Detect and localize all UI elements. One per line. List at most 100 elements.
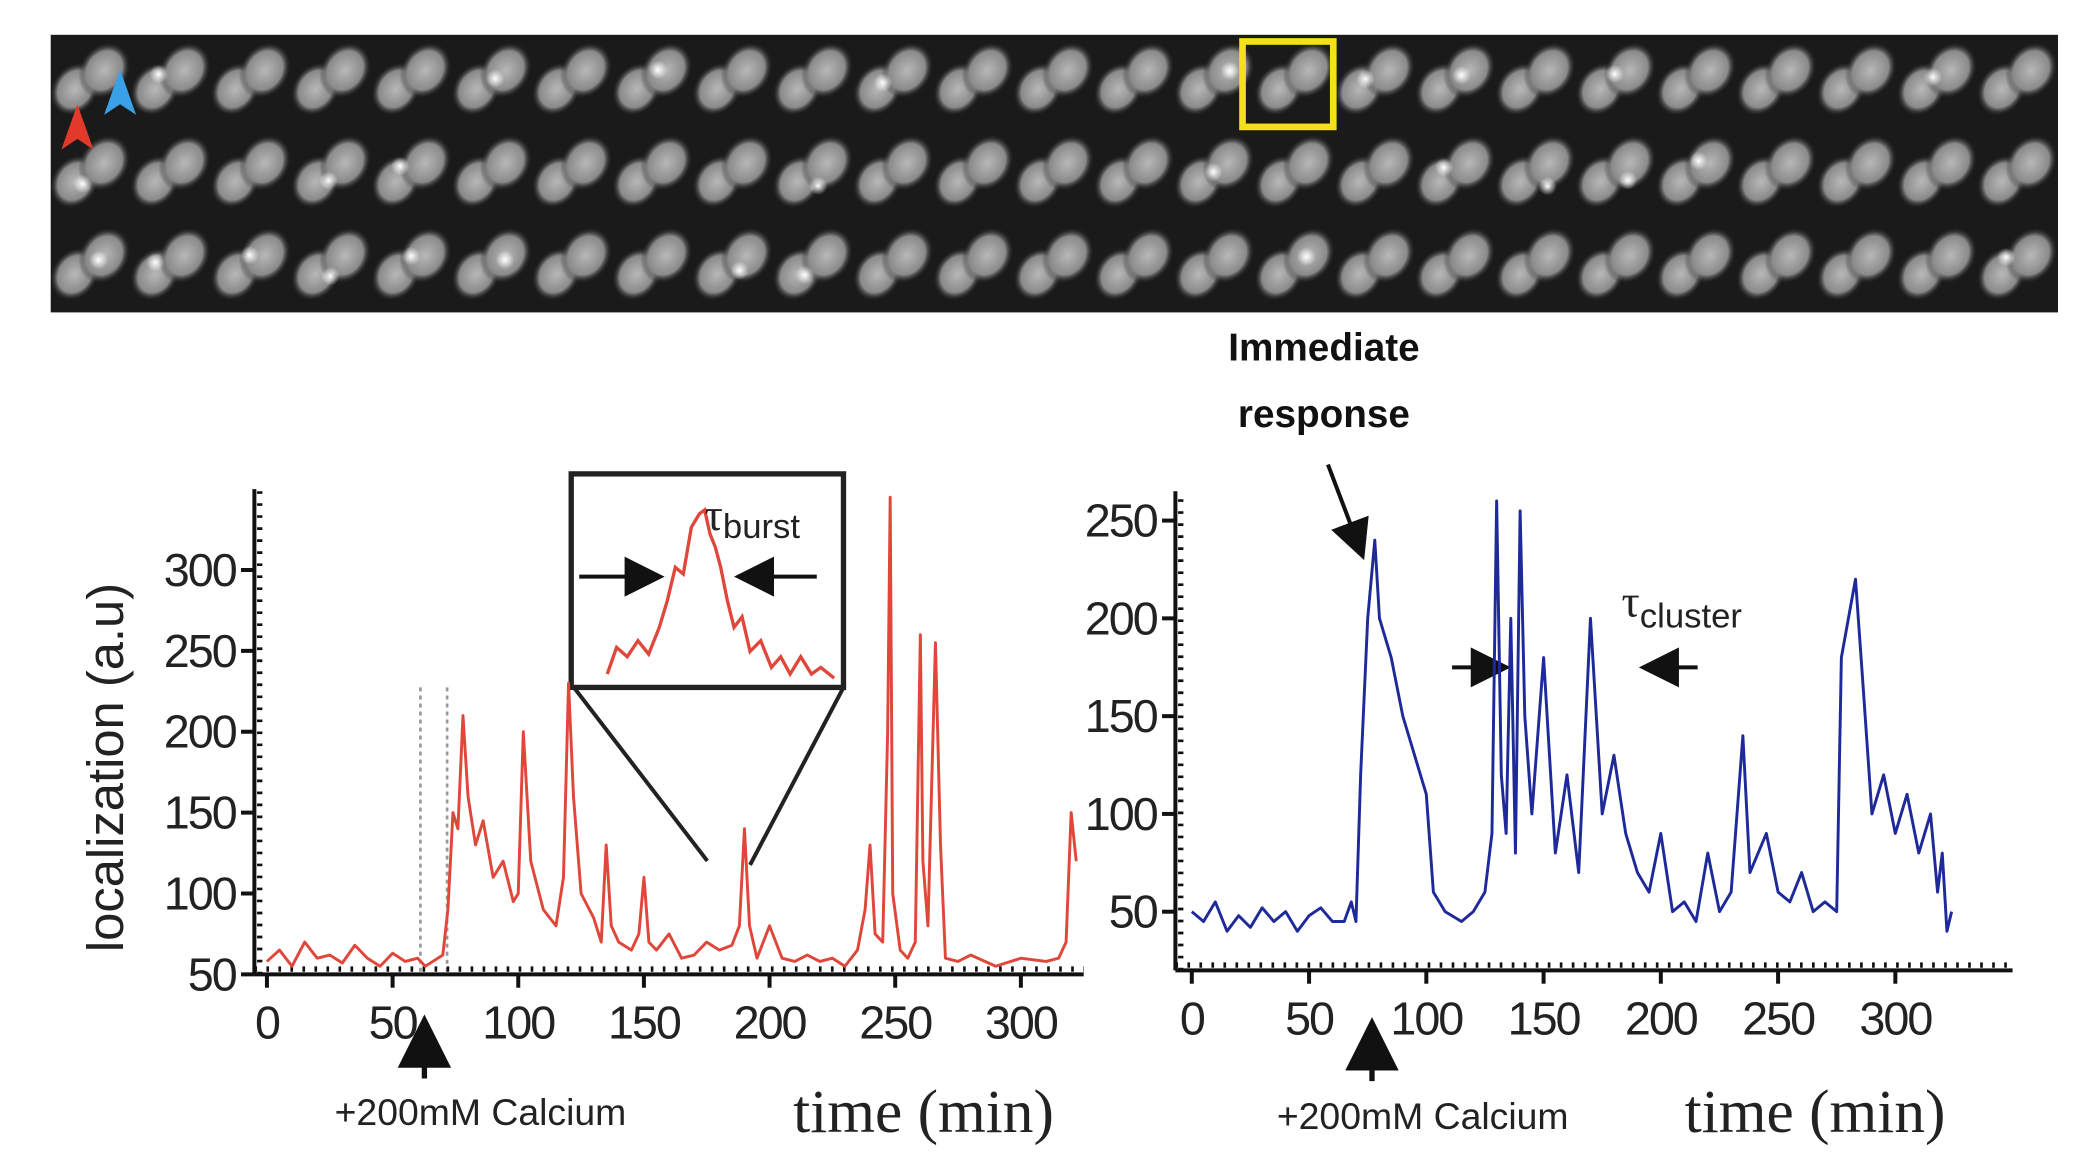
cell <box>1362 135 1415 191</box>
bright-spot <box>873 73 893 93</box>
cell <box>2005 42 2058 99</box>
red-arrowhead <box>61 104 94 150</box>
annotation: +200mM Calcium <box>335 1091 627 1133</box>
bright-spot <box>1296 247 1316 267</box>
cell <box>1764 227 1817 284</box>
cell <box>881 135 934 191</box>
cell <box>1844 42 1897 99</box>
bright-spot <box>146 253 165 272</box>
highlight-box <box>1239 38 1337 131</box>
cell <box>158 42 211 99</box>
cell <box>78 135 131 191</box>
bright-spot <box>485 69 505 89</box>
cell <box>1764 135 1817 191</box>
cell <box>1924 227 1977 284</box>
cell <box>1282 42 1335 99</box>
bright-spot <box>401 246 421 266</box>
cell <box>1764 42 1817 99</box>
cell <box>479 135 532 191</box>
bright-spot <box>240 245 259 265</box>
cell <box>2005 227 2058 284</box>
bright-spot <box>1923 67 1943 87</box>
cell <box>1362 42 1415 99</box>
bright-spot <box>89 250 108 270</box>
cell <box>1603 227 1656 284</box>
cell <box>238 42 291 99</box>
bright-spot <box>1538 176 1557 196</box>
cell <box>1202 227 1255 284</box>
bright-spot <box>730 261 749 280</box>
cell <box>560 227 612 284</box>
bright-spot <box>808 176 828 196</box>
cell <box>1443 227 1496 284</box>
cell <box>1924 135 1977 191</box>
callout: Immediate <box>1228 326 1419 369</box>
x-axis-label: time (min) <box>793 1078 1054 1146</box>
tau-symbol: τ <box>705 490 723 540</box>
bright-spot <box>1434 158 1454 177</box>
y-tick-label: 150 <box>1085 690 1158 742</box>
cell <box>1041 135 1094 191</box>
annotation: +200mM Calcium <box>1277 1095 1569 1137</box>
x-tick-label: 150 <box>1508 992 1581 1044</box>
inset-label: τburst <box>705 490 801 546</box>
cell <box>238 135 291 191</box>
x-tick-label: 300 <box>985 996 1058 1048</box>
x-tick-label: 300 <box>1859 992 1932 1044</box>
bright-spot <box>1204 162 1223 182</box>
x-tick-label: 250 <box>859 996 932 1048</box>
bright-spot <box>391 156 410 176</box>
bright-spot <box>73 174 92 194</box>
cell <box>1122 227 1174 284</box>
cell <box>1523 135 1576 191</box>
y-tick-label: 300 <box>164 544 237 596</box>
x-tick-label: 200 <box>1625 992 1698 1044</box>
cell <box>1362 227 1415 284</box>
y-tick-label: 250 <box>164 625 237 677</box>
x-tick-label: 150 <box>608 996 681 1048</box>
bright-spot <box>1996 247 2016 267</box>
cell <box>1684 42 1736 99</box>
x-tick-label: 200 <box>734 996 807 1048</box>
cell <box>1844 227 1897 284</box>
cell <box>1041 227 1094 284</box>
tau-subscript: burst <box>723 508 800 546</box>
y-tick-label: 100 <box>1085 788 1158 840</box>
inset-trace <box>605 507 836 680</box>
y-tick-label: 100 <box>164 868 237 920</box>
inset-label: τcluster <box>1622 577 1742 636</box>
cell <box>1122 135 1174 191</box>
bright-spot <box>648 60 668 80</box>
cell <box>1523 227 1576 284</box>
y-tick-label: 50 <box>188 948 237 1000</box>
data-line <box>265 495 1078 968</box>
y-tick-label: 200 <box>1085 592 1158 644</box>
x-tick-label: 250 <box>1742 992 1815 1044</box>
cell <box>720 42 773 99</box>
microscopy-strip <box>50 34 2058 313</box>
cell <box>881 227 934 284</box>
bright-spot <box>795 265 815 285</box>
cell <box>1122 42 1174 99</box>
cell <box>399 42 452 99</box>
y-tick-label: 250 <box>1085 495 1158 547</box>
tau-subscript: cluster <box>1640 597 1742 635</box>
cell <box>1282 135 1335 191</box>
cell <box>800 135 853 191</box>
cell <box>560 42 612 99</box>
bright-spot <box>319 171 338 190</box>
x-tick-label: 0 <box>255 996 280 1048</box>
inset-connector <box>748 686 846 866</box>
cell <box>881 42 934 99</box>
cell <box>800 227 853 284</box>
x-tick-label: 100 <box>1390 992 1463 1044</box>
x-tick-label: 0 <box>1180 992 1205 1044</box>
cell <box>961 135 1014 191</box>
cell <box>319 42 371 99</box>
cell <box>1523 42 1576 99</box>
data-line <box>1190 499 1954 933</box>
cell <box>640 227 693 284</box>
bright-spot <box>1220 61 1240 81</box>
